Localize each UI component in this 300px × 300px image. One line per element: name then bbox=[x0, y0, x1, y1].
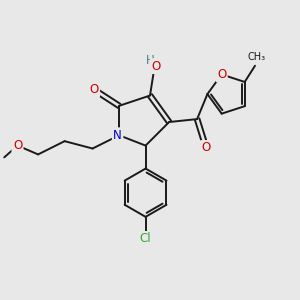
Text: CH₃: CH₃ bbox=[248, 52, 266, 62]
Text: Cl: Cl bbox=[140, 232, 152, 245]
Text: H: H bbox=[146, 54, 154, 67]
Text: N: N bbox=[113, 129, 122, 142]
Text: O: O bbox=[151, 60, 160, 73]
Text: O: O bbox=[89, 83, 99, 96]
Text: O: O bbox=[217, 68, 226, 81]
Text: O: O bbox=[13, 139, 22, 152]
Text: O: O bbox=[201, 141, 211, 154]
